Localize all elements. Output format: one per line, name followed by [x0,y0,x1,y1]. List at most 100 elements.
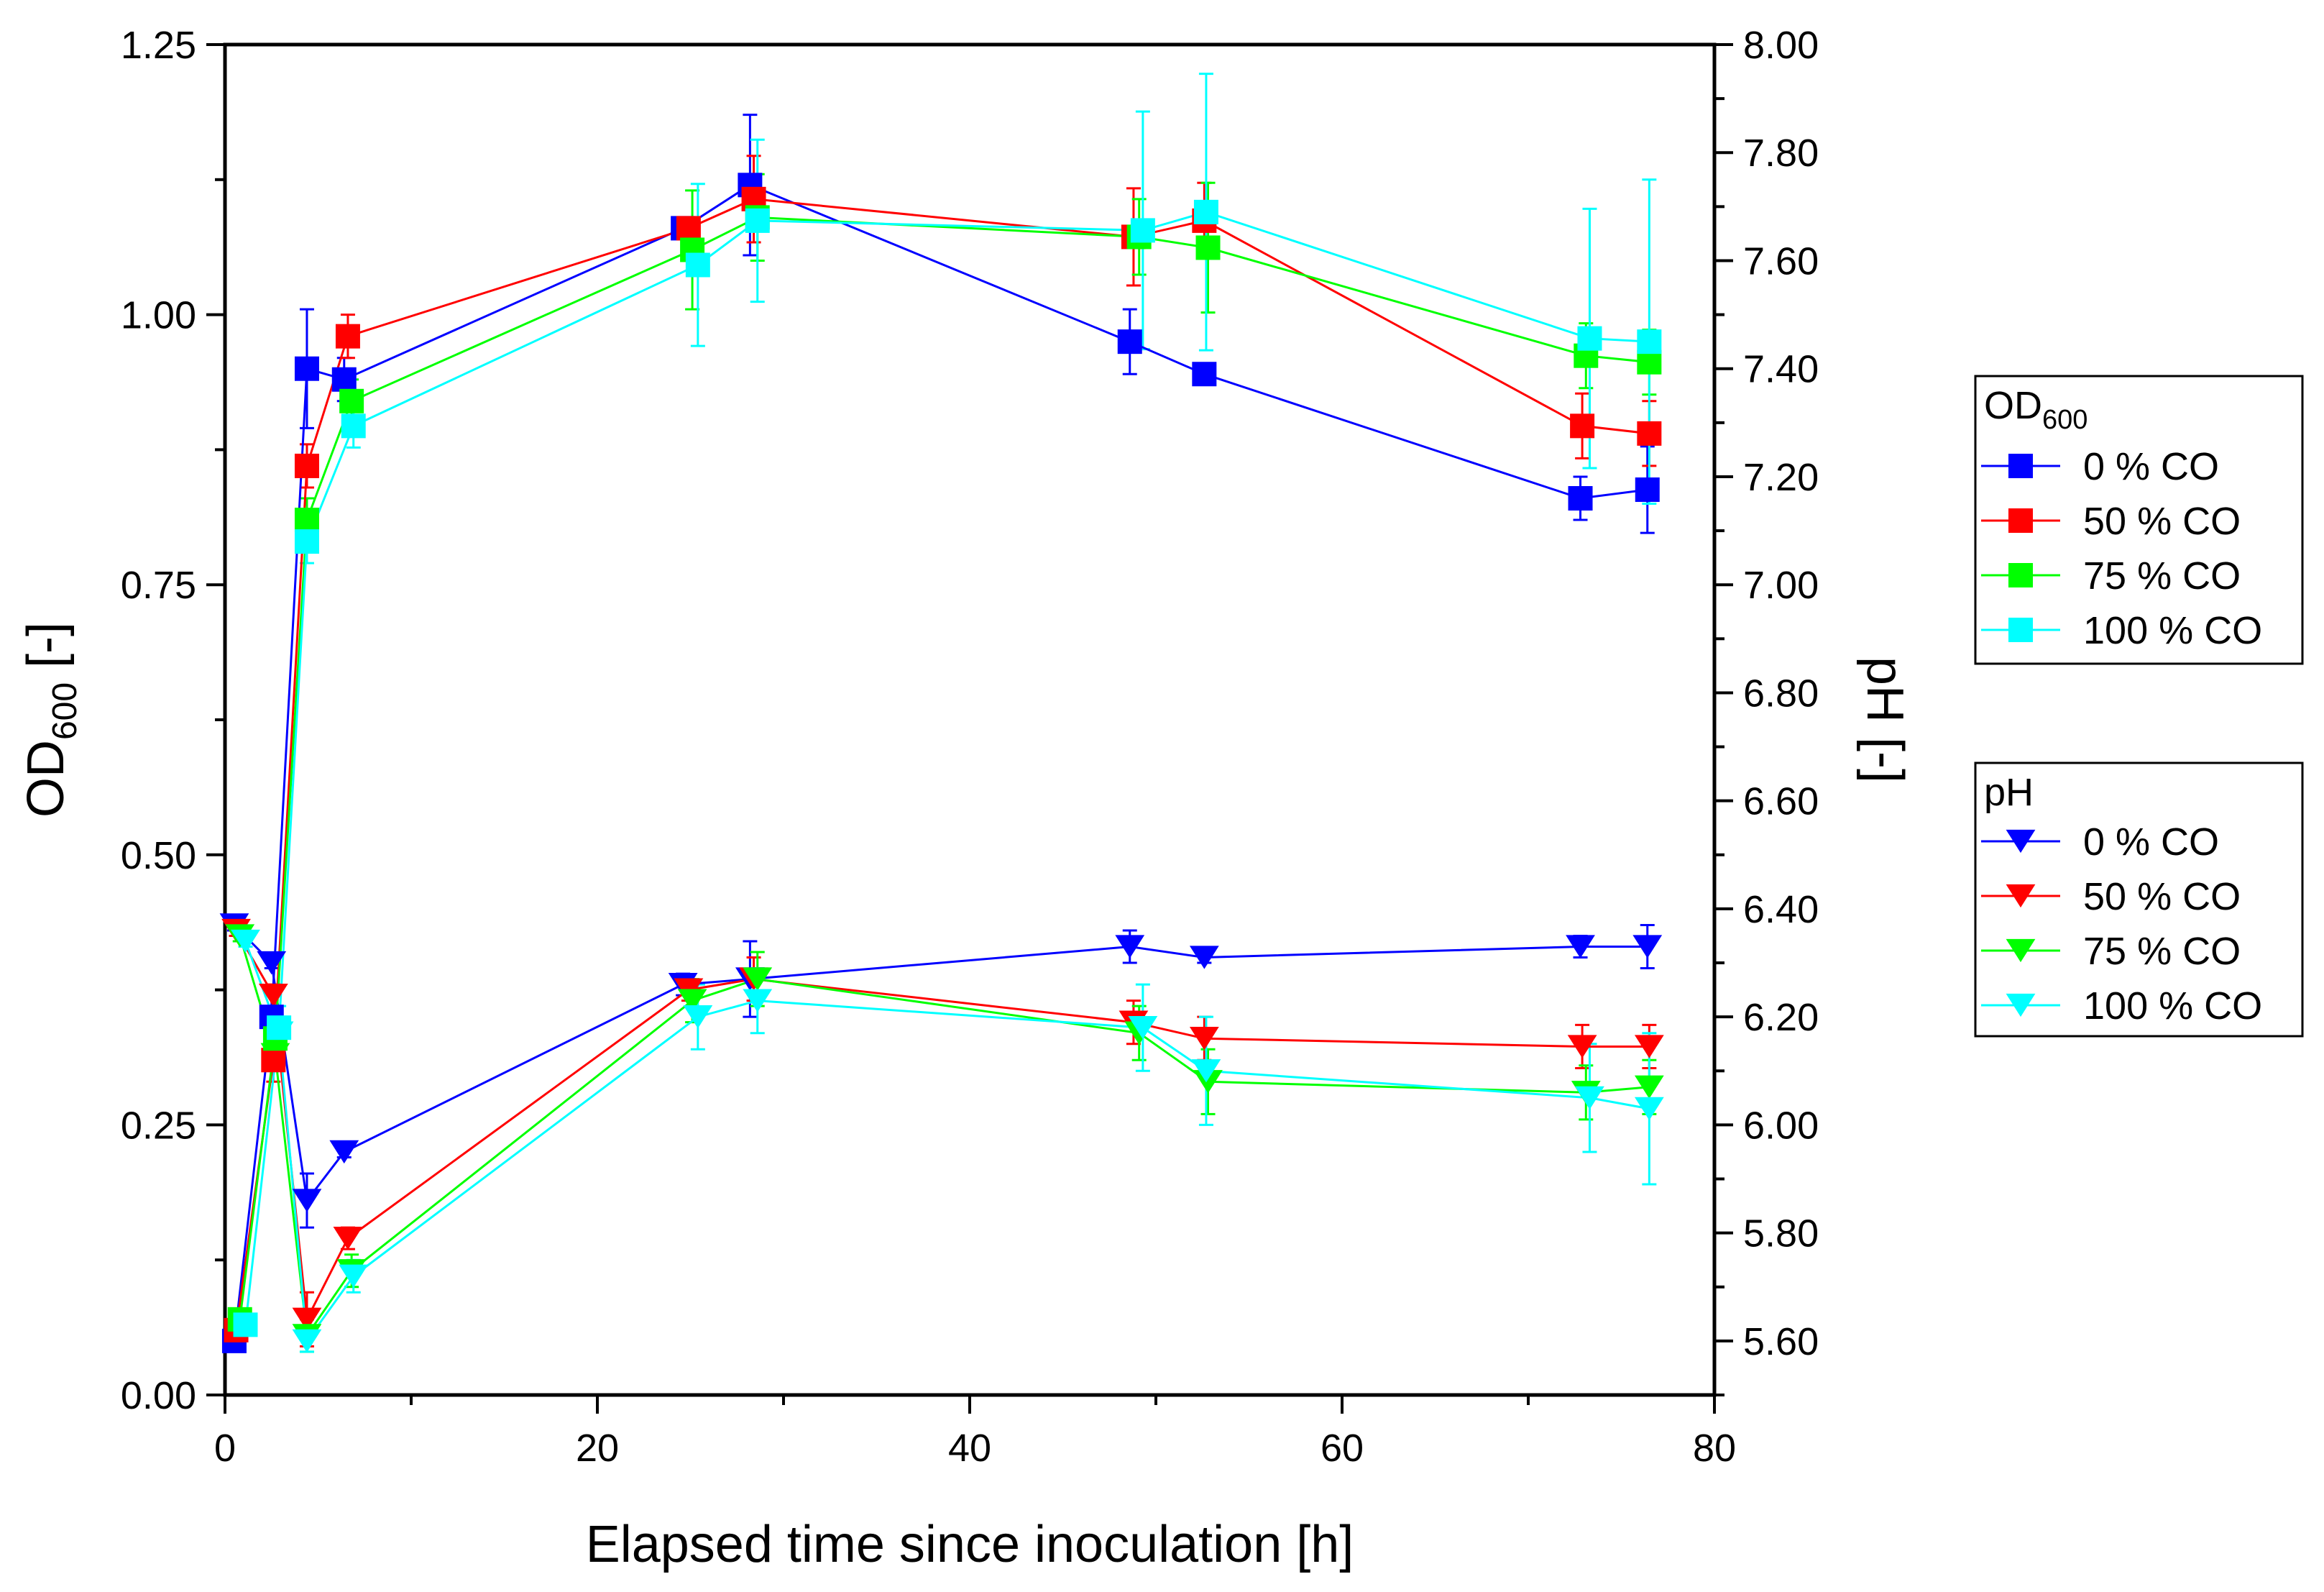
legend-od-title-sub: 600 [2042,405,2088,435]
legend-ph: pH 0 % CO 50 % CO 75 % CO 100 % CO [1974,761,2304,1038]
x-tick-label: 20 [576,1427,619,1470]
od-point [341,413,366,439]
od-point [1193,199,1218,224]
y-right-axis-title: pH [-] [1856,657,1914,783]
ph-point [1193,1070,1223,1094]
ph-point [1634,1097,1664,1121]
legend-ph-title: pH [1984,771,2034,814]
od-point [1637,421,1662,446]
ph-point [257,951,287,975]
y-right-tick-label: 6.20 [1743,996,1819,1039]
od-point [1637,329,1662,354]
legend-ph-entries: 0 % CO 50 % CO 75 % CO 100 % CO [1981,820,2262,1028]
legend-square-marker [2008,618,2033,642]
ph-point [292,1307,322,1331]
y-right-tick-label: 7.60 [1743,239,1819,283]
legend-ph-box [1974,761,2304,1038]
x-tick-label: 40 [948,1427,991,1470]
legend-square-marker [2008,454,2033,478]
od-point [1635,477,1660,502]
ph-point [231,929,260,953]
od-point [1637,349,1662,375]
ph-line-3 [244,941,1650,1345]
ph-point [333,1227,363,1250]
y-left-tick-label: 0.50 [121,834,196,877]
series-lines [233,183,1650,1345]
legend-label: 0 % CO [2083,445,2219,488]
ph-point [1189,1027,1219,1051]
legend-square-marker [2008,563,2033,587]
ph-point [292,1189,322,1212]
ph-point [1128,1016,1158,1040]
ph-point [1115,935,1145,959]
od-point [1195,235,1221,260]
y-left-title-main: OD [17,740,75,818]
ph-point [677,989,707,1012]
od-point [267,1015,292,1040]
legend-label: 100 % CO [2083,984,2262,1028]
od-point [294,508,319,533]
y-left-tick-label: 1.25 [121,24,196,67]
legend-od-title: OD600 [1984,384,2088,435]
legend-triangle-marker [2006,993,2036,1017]
ph-point [1191,1059,1221,1083]
legend-label: 100 % CO [2083,609,2262,652]
legend-label: 75 % CO [2083,930,2241,973]
od-point [676,216,701,241]
y-left-tick-label: 1.00 [121,294,196,337]
od-line-3 [244,211,1650,1325]
plot-area-border [223,42,1717,1397]
od-line-2 [239,216,1650,1319]
ph-point [1632,935,1663,959]
legend-triangle-marker [2006,938,2036,963]
od-point [1570,413,1595,439]
ph-line-1 [235,930,1650,1324]
od-point [261,1048,286,1073]
od-point [745,208,770,233]
ph-point [339,1264,369,1288]
plot-frame [223,42,1717,1397]
series-markers [219,173,1664,1353]
od-point [1192,362,1217,387]
y-right-tick-label: 6.80 [1743,672,1819,715]
ph-point [1634,1075,1664,1099]
x-axis-title: Elapsed time since inoculation [h] [586,1516,1354,1573]
ph-point [1634,1035,1664,1058]
legend-triangle-marker [2006,884,2036,908]
legend-triangle-marker [2006,829,2036,854]
od-point [294,356,319,381]
y-right-tick-label: 6.40 [1743,888,1819,931]
od-point [339,388,364,413]
x-tick-label: 0 [214,1427,236,1470]
y-left-axis-title: OD600 [-] [17,622,84,818]
legend-od: OD600 0 % CO 50 % CO 75 % CO 100 % CO [1974,375,2304,665]
y-left-axis-ticks: 0.00 0.25 0.50 0.75 1.00 1.25 [121,24,225,1417]
od-point [1117,329,1142,354]
ph-point [1567,1035,1597,1058]
ph-point [743,967,773,991]
legend-square-marker [2008,508,2033,533]
legend-label: 75 % CO [2083,554,2241,598]
ph-point [292,1329,322,1353]
ph-line-0 [233,924,1648,1204]
ph-point [1575,1086,1604,1110]
y-right-tick-label: 7.00 [1743,564,1819,607]
y-right-tick-label: 5.60 [1743,1320,1819,1363]
ph-line-2 [239,935,1650,1339]
od-line-0 [233,183,1648,1342]
y-right-tick-label: 7.40 [1743,348,1819,391]
ph-point [329,1140,359,1164]
ph-point [1566,935,1595,959]
y-left-tick-label: 0.25 [121,1104,196,1147]
od-point [685,252,710,278]
legend-label: 50 % CO [2083,500,2241,543]
y-left-title-tail: [-] [17,622,75,682]
od-point [331,367,357,392]
y-right-tick-label: 8.00 [1743,24,1819,67]
error-bars [226,73,1657,1353]
ph-point [743,989,773,1012]
od-point [1130,218,1155,243]
legend-od-title-main: OD [1984,384,2042,427]
y-right-tick-label: 6.00 [1743,1104,1819,1147]
y-right-axis-ticks: 5.60 5.80 6.00 6.20 6.40 6.60 6.80 7.00 7.20 7.40… [1714,24,1819,1396]
